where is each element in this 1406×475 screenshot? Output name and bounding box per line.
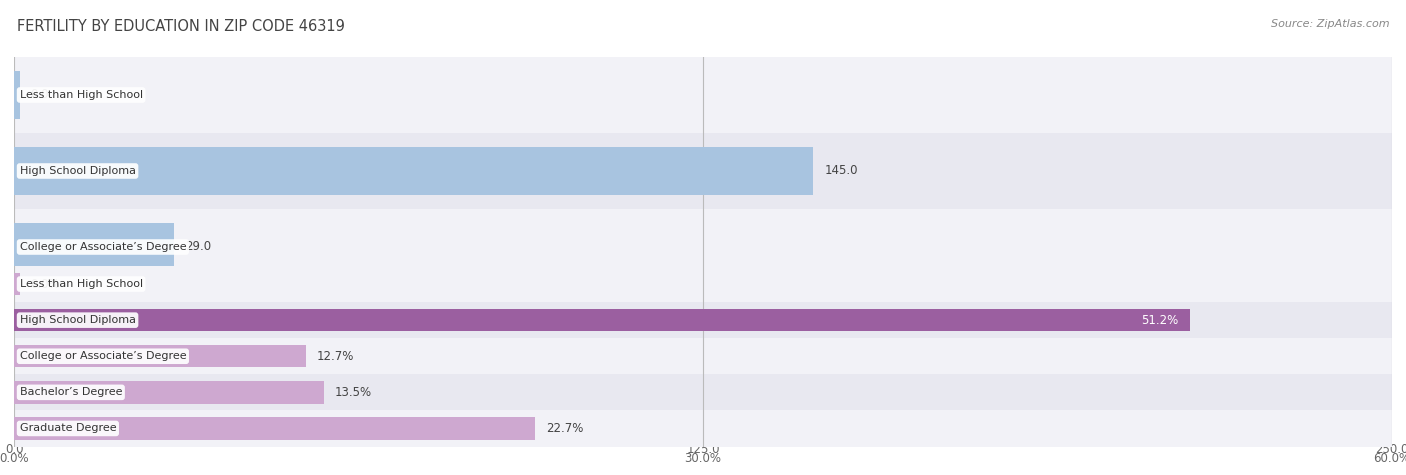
Text: 45.0: 45.0 [273, 316, 299, 330]
Text: 13.5%: 13.5% [335, 386, 373, 399]
Text: Graduate Degree: Graduate Degree [20, 423, 117, 434]
Text: 0.0: 0.0 [31, 88, 49, 102]
Bar [14, 285, 1392, 361]
Bar [14, 309, 1189, 332]
Bar [14, 71, 20, 119]
Text: 29.0: 29.0 [186, 240, 211, 254]
Text: Graduate Degree: Graduate Degree [20, 394, 117, 404]
Bar [14, 147, 813, 195]
Text: College or Associate’s Degree: College or Associate’s Degree [20, 242, 186, 252]
Bar [14, 133, 1392, 209]
Text: Source: ZipAtlas.com: Source: ZipAtlas.com [1271, 19, 1389, 29]
Bar [14, 374, 1392, 410]
Text: High School Diploma: High School Diploma [20, 315, 135, 325]
Text: 145.0: 145.0 [824, 164, 858, 178]
Bar [14, 338, 1392, 374]
Bar [14, 345, 305, 368]
Bar [14, 266, 1392, 302]
Text: 12.7%: 12.7% [316, 350, 354, 363]
Bar [14, 410, 1392, 446]
Bar [14, 209, 1392, 285]
Bar [14, 57, 1392, 133]
Bar [14, 273, 20, 295]
Text: College or Associate’s Degree: College or Associate’s Degree [20, 351, 186, 361]
Bar [14, 361, 1392, 437]
Bar [14, 375, 1182, 423]
Text: 51.2%: 51.2% [1142, 314, 1178, 327]
Text: Bachelor’s Degree: Bachelor’s Degree [20, 387, 122, 398]
Text: Less than High School: Less than High School [20, 90, 142, 100]
Bar [14, 302, 1392, 338]
Bar [14, 299, 262, 347]
Text: Bachelor’s Degree: Bachelor’s Degree [20, 318, 122, 328]
Text: FERTILITY BY EDUCATION IN ZIP CODE 46319: FERTILITY BY EDUCATION IN ZIP CODE 46319 [17, 19, 344, 34]
Text: 22.7%: 22.7% [547, 422, 583, 435]
Text: 212.0: 212.0 [1137, 392, 1171, 406]
Bar [14, 223, 174, 271]
Bar [14, 381, 325, 404]
Text: High School Diploma: High School Diploma [20, 166, 135, 176]
Bar [14, 417, 536, 440]
Text: Less than High School: Less than High School [20, 279, 142, 289]
Text: 0.0%: 0.0% [31, 277, 60, 291]
